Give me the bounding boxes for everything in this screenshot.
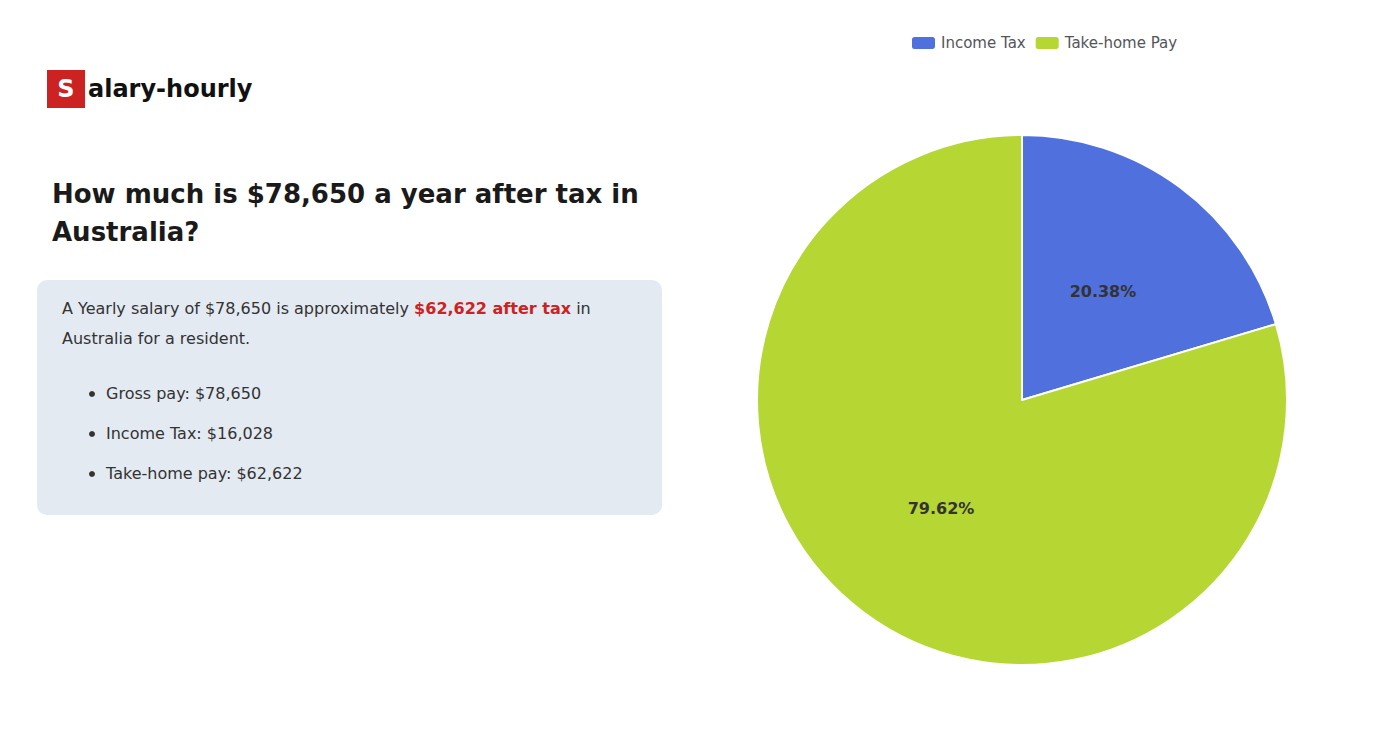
svg-text:A Yearly salary of $78,650 is: A Yearly salary of $78,650 is approximat…: [62, 299, 414, 318]
svg-text:Income Tax: Income Tax: [941, 34, 1026, 52]
svg-text:$62,622 after tax: $62,622 after tax: [414, 299, 572, 318]
svg-text:Take-home pay: $62,622: Take-home pay: $62,622: [105, 464, 303, 483]
svg-text:alary-hourly: alary-hourly: [88, 75, 253, 103]
svg-text:S: S: [57, 75, 74, 103]
svg-text:20.38%: 20.38%: [1070, 282, 1137, 301]
svg-text:in: in: [571, 299, 591, 318]
svg-text:Australia for a resident.: Australia for a resident.: [62, 329, 250, 348]
svg-text:Australia?: Australia?: [52, 217, 199, 247]
svg-text:Income Tax: $16,028: Income Tax: $16,028: [106, 424, 273, 443]
svg-text:How much is $78,650 a year aft: How much is $78,650 a year after tax in: [52, 179, 639, 209]
svg-text:Gross pay: $78,650: Gross pay: $78,650: [106, 384, 261, 403]
svg-text:Take-home Pay: Take-home Pay: [1064, 34, 1178, 52]
svg-text:79.62%: 79.62%: [908, 499, 975, 518]
